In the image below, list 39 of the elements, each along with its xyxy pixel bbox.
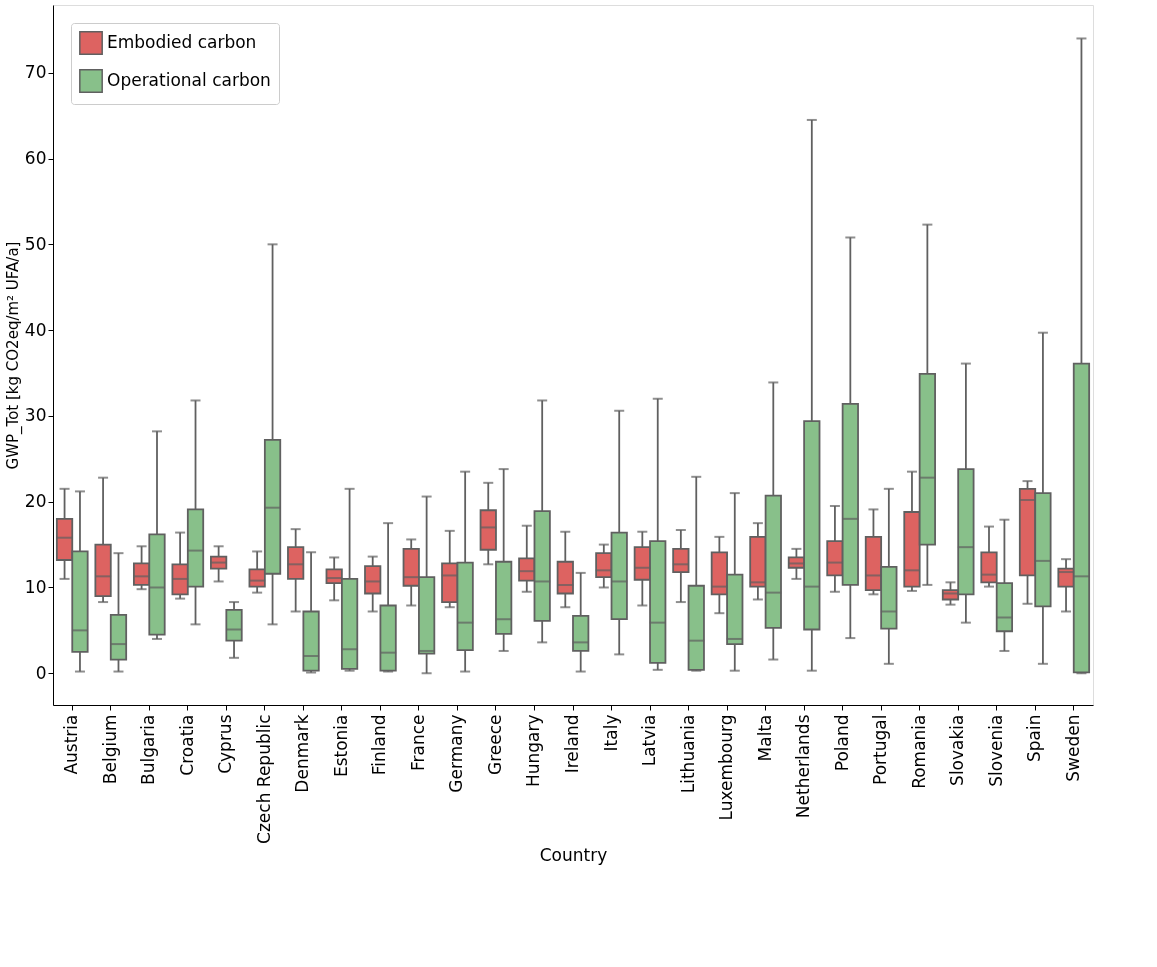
x-tick-label: Austria	[61, 714, 82, 775]
x-tick-label: Belgium	[99, 714, 120, 785]
x-tick-label: Spain	[1024, 714, 1045, 762]
x-tick-label: Ireland	[562, 714, 582, 774]
x-tick-label: Germany	[446, 714, 467, 793]
y-tick-label: 40	[24, 319, 47, 340]
x-tick-label: Bulgaria	[138, 714, 159, 785]
x-tick-label: Sweden	[1062, 714, 1083, 782]
x-tick-label: Estonia	[330, 714, 351, 778]
x-tick-label: Malta	[754, 714, 775, 762]
y-tick-label: 50	[24, 233, 47, 254]
legend-label: Operational carbon	[107, 70, 271, 90]
x-tick-label: Greece	[484, 714, 505, 776]
x-tick-label: Portugal	[870, 714, 891, 785]
x-tick-label: Finland	[369, 714, 390, 776]
y-tick-label: 70	[24, 62, 47, 83]
y-tick-label: 10	[24, 576, 47, 597]
y-tick-label: 0	[35, 662, 47, 683]
x-tick-label: Cyprus	[215, 714, 236, 774]
x-tick-label: Slovenia	[985, 714, 1006, 787]
y-tick-label: 60	[24, 148, 47, 169]
x-tick-label: France	[407, 714, 428, 772]
x-tick-label: Netherlands	[793, 714, 814, 819]
x-tick-label: Latvia	[639, 714, 660, 767]
legend-label: Embodied carbon	[107, 32, 257, 52]
x-tick-label: Croatia	[176, 714, 197, 776]
x-tick-label: Slovakia	[947, 714, 968, 786]
x-tick-label: Denmark	[292, 714, 313, 793]
y-tick-label: 30	[24, 405, 47, 426]
x-tick-label: Romania	[908, 714, 929, 789]
x-axis-title: Country	[539, 844, 608, 865]
x-tick-label: Hungary	[523, 714, 544, 788]
x-tick-label: Poland	[831, 714, 852, 772]
x-tick-label: Italy	[600, 714, 621, 752]
x-tick-label: Lithuania	[677, 714, 698, 794]
y-tick-label: 20	[24, 491, 47, 512]
y-axis-title: GWP_Tot [kg CO2eq/m² UFA/a]	[3, 241, 23, 470]
x-tick-label: Luxembourg	[716, 714, 737, 821]
x-tick-label: Czech Republic	[253, 714, 274, 844]
